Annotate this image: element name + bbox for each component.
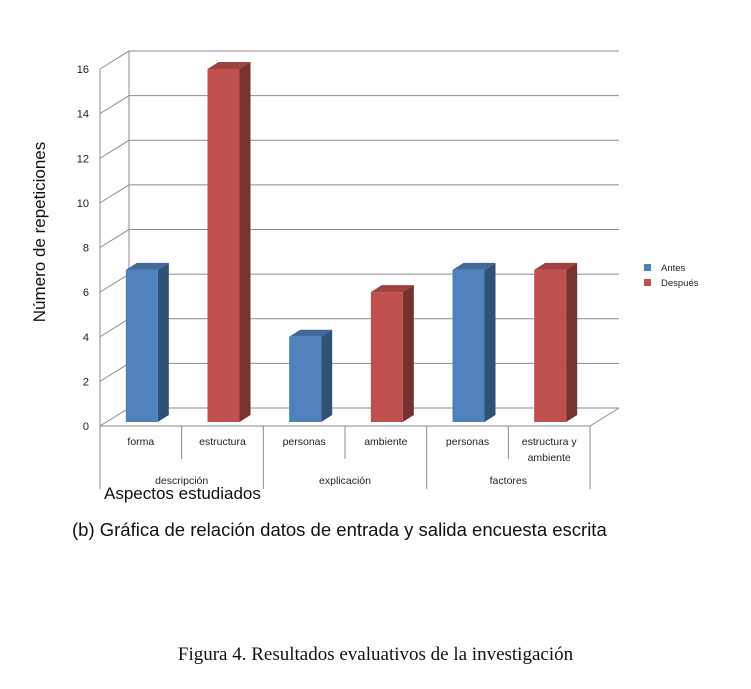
y-tick-label: 8 — [83, 243, 89, 255]
bar-top — [452, 262, 496, 270]
y-tick-label: 16 — [77, 64, 89, 76]
bar-side — [239, 62, 251, 422]
bar-top — [534, 262, 578, 270]
gridline-side — [99, 95, 130, 115]
group-label: explicación — [319, 475, 371, 487]
bar — [534, 269, 567, 422]
gridline-side — [99, 50, 130, 70]
legend-swatch — [644, 279, 651, 286]
bar-side — [157, 262, 169, 422]
bar — [207, 69, 240, 422]
chart-subtitle: (b) Gráfica de relación datos de entrada… — [72, 519, 607, 540]
legend-label: Después — [661, 278, 699, 289]
floor-left-edge — [99, 407, 130, 427]
gridline-side — [99, 273, 130, 293]
x-tick-label: ambiente — [364, 436, 407, 448]
bar — [289, 336, 322, 422]
y-tick-label: 14 — [77, 109, 89, 121]
bar-side — [402, 285, 414, 422]
x-axis-title: Aspectos estudiados — [104, 484, 261, 503]
x-tick-label: personas — [283, 436, 326, 448]
y-tick-label: 10 — [77, 198, 89, 210]
x-tick-label: personas — [446, 436, 489, 448]
bar — [452, 269, 485, 422]
gridline-side — [99, 184, 130, 204]
bar-top — [207, 62, 251, 69]
bar-side — [566, 262, 578, 422]
bar-side — [484, 262, 496, 422]
gridline-side — [99, 318, 130, 338]
bar — [370, 292, 403, 422]
gridline-side — [99, 229, 130, 248]
gridline-side — [99, 362, 130, 382]
gridline-side — [99, 139, 130, 159]
bar-top — [289, 329, 333, 337]
bar-top — [125, 262, 169, 270]
bar-side — [321, 329, 333, 422]
x-tick-label: forma — [127, 436, 154, 448]
y-axis-title: Número de repeticiones — [30, 142, 49, 322]
x-tick-label: ambiente — [528, 452, 571, 464]
group-label: factores — [490, 475, 527, 487]
bar — [125, 269, 158, 422]
floor-right-edge — [589, 407, 620, 427]
y-tick-label: 2 — [83, 376, 89, 388]
figure-caption: Figura 4. Resultados evaluativos de la i… — [177, 644, 574, 665]
group-label: descripción — [155, 475, 208, 487]
y-tick-label: 6 — [83, 287, 89, 299]
y-tick-label: 4 — [83, 332, 89, 344]
y-tick-label: 0 — [83, 421, 89, 433]
bar-top — [370, 285, 414, 293]
x-tick-label: estructura — [199, 436, 246, 448]
legend-label: Antes — [661, 263, 686, 274]
legend-swatch — [644, 264, 651, 271]
y-tick-label: 12 — [77, 153, 89, 165]
x-tick-label: estructura y — [522, 436, 578, 448]
